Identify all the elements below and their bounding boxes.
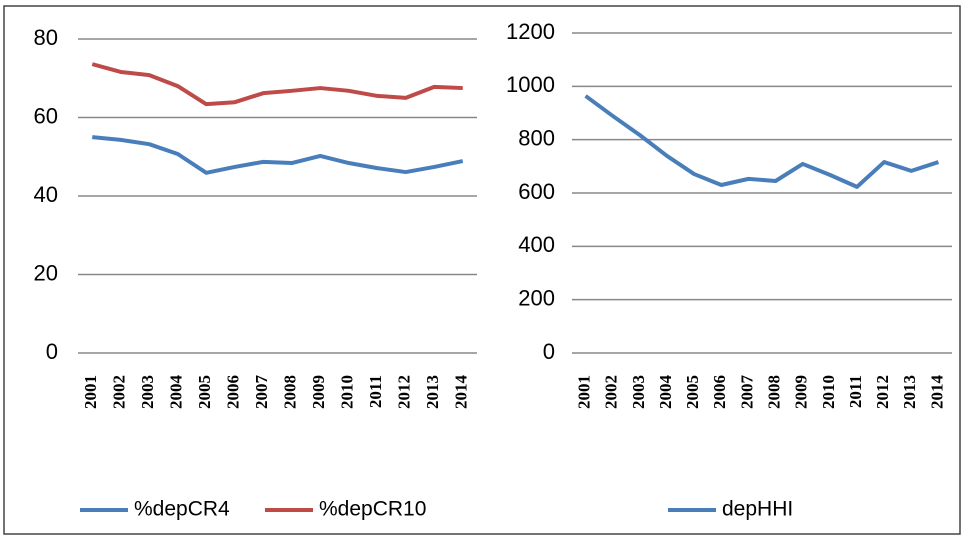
x-tick-label: 2012 (873, 375, 892, 409)
x-tick-label: 2001 (81, 375, 100, 409)
x-tick-label: 2012 (395, 375, 414, 409)
x-tick-label: 2011 (366, 375, 385, 408)
x-tick-label: 2009 (792, 375, 811, 409)
legend-label: depHHI (722, 498, 793, 521)
x-tick-label: 2014 (927, 375, 946, 410)
x-tick-label: 2009 (309, 375, 328, 409)
x-tick-label: 2010 (819, 375, 838, 409)
x-tick-label: 2002 (602, 375, 621, 409)
y-tick-label: 600 (518, 179, 555, 204)
x-tick-label: 2007 (737, 375, 756, 410)
x-tick-label: 2014 (452, 375, 471, 410)
x-tick-label: 2010 (338, 375, 357, 409)
y-tick-label: 200 (518, 285, 555, 310)
x-tick-label: 2004 (656, 375, 675, 410)
data-line (91, 62, 463, 107)
x-tick-label: 2004 (167, 375, 186, 410)
legend-label: %depCR10 (319, 498, 426, 521)
x-tick-label: 2003 (629, 375, 648, 409)
x-tick-label: 2002 (110, 375, 129, 409)
y-tick-label: 20 (34, 260, 58, 285)
x-tick-label: 2008 (764, 375, 783, 409)
y-tick-label: 80 (34, 25, 58, 50)
y-tick-label: 800 (518, 125, 555, 150)
data-line (584, 94, 940, 189)
x-tick-label: 2008 (281, 375, 300, 409)
frame (3, 5, 961, 535)
x-tick-label: 2005 (683, 375, 702, 409)
legend-label: %depCR4 (134, 498, 230, 521)
x-tick-label: 2005 (195, 375, 214, 409)
y-tick-label: 40 (34, 182, 58, 207)
y-tick-label: 1200 (506, 19, 555, 44)
x-tick-label: 2013 (423, 375, 442, 409)
x-tick-label: 2013 (900, 375, 919, 409)
data-line (92, 135, 464, 175)
y-tick-label: 0 (46, 339, 58, 364)
y-tick-label: 0 (543, 339, 555, 364)
y-tick-label: 400 (518, 232, 555, 257)
x-tick-label: 2006 (224, 375, 243, 409)
x-tick-label: 2011 (846, 375, 865, 408)
y-tick-label: 1000 (506, 72, 555, 97)
y-tick-label: 60 (34, 103, 58, 128)
x-tick-label: 2001 (574, 375, 593, 409)
x-tick-label: 2007 (252, 375, 271, 410)
x-tick-label: 2003 (138, 375, 157, 409)
x-tick-label: 2006 (710, 375, 729, 409)
